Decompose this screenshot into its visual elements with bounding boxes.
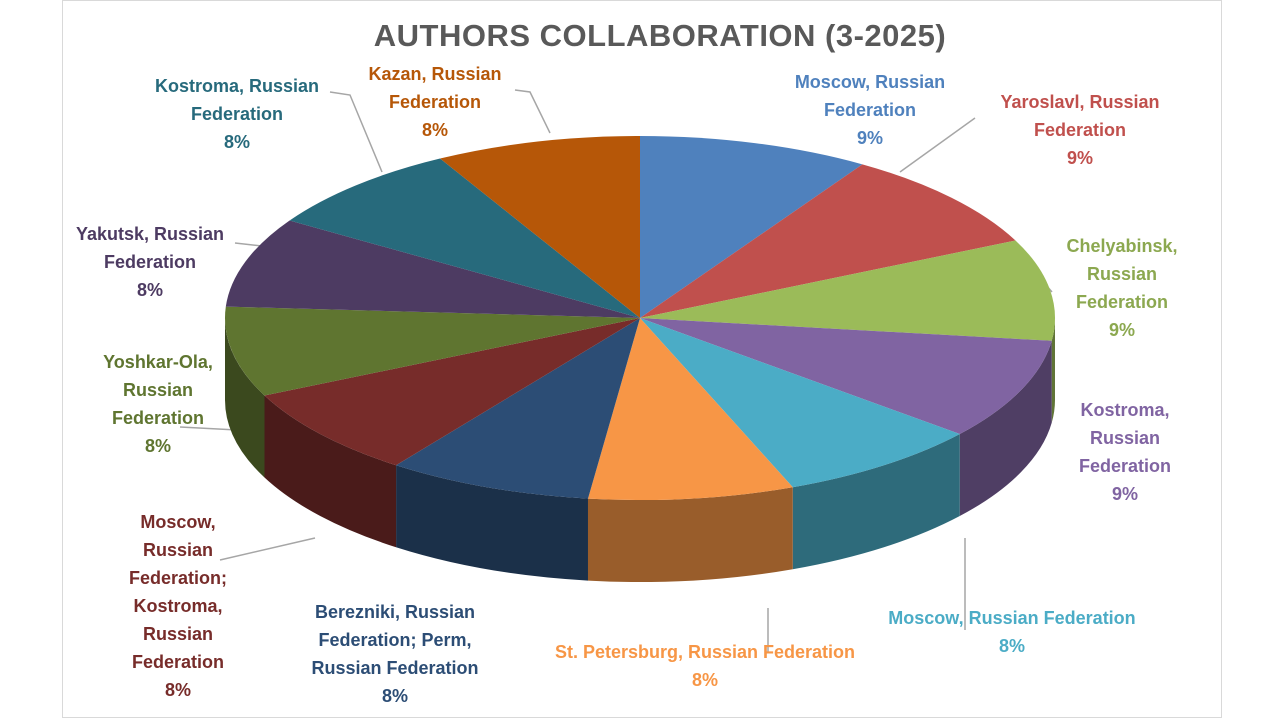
label-value: 8% xyxy=(421,120,448,140)
slice-side xyxy=(792,434,960,570)
label-value: 8% xyxy=(381,686,408,706)
label-category: Kostroma, Russian Federation xyxy=(154,76,320,124)
leader-lines xyxy=(179,89,1053,652)
slice-side xyxy=(587,487,793,582)
label-value: 8% xyxy=(164,680,191,700)
slice-side xyxy=(264,395,397,548)
slice xyxy=(225,220,640,318)
label-category: Moscow, Russian Federation xyxy=(888,608,1136,628)
slice xyxy=(289,158,640,318)
label-category: Moscow, Russian Federation xyxy=(794,72,946,120)
slice-side xyxy=(959,340,1052,517)
label-category: Chelyabinsk, Russian Federation xyxy=(1066,236,1178,312)
slice xyxy=(587,318,793,500)
label-value: 9% xyxy=(1066,148,1093,168)
chart-frame xyxy=(62,0,1222,718)
slice xyxy=(640,318,1052,435)
label-category: Moscow, Russian Federation; Kostroma, Ru… xyxy=(128,512,227,672)
leader-line xyxy=(514,89,551,134)
label-value: 8% xyxy=(998,636,1025,656)
label-value: 9% xyxy=(1111,484,1138,504)
data-label: Chelyabinsk, Russian Federation 9% xyxy=(1057,232,1187,344)
slice-side xyxy=(396,465,588,581)
slice xyxy=(396,318,640,499)
label-category: Berezniki, Russian Federation; Perm, Rus… xyxy=(311,602,479,678)
slice xyxy=(264,318,640,466)
data-label: Moscow, Russian Federation 8% xyxy=(852,604,1172,660)
data-label: Moscow, Russian Federation 9% xyxy=(770,68,970,152)
label-category: Yakutsk, Russian Federation xyxy=(75,224,225,272)
leader-line xyxy=(179,426,238,431)
data-label: Yakutsk, Russian Federation 8% xyxy=(55,220,245,304)
data-label: Moscow, Russian Federation; Kostroma, Ru… xyxy=(108,508,248,704)
label-category: Yaroslavl, Russian Federation xyxy=(1000,92,1160,140)
label-category: Kazan, Russian Federation xyxy=(368,64,502,112)
leader-line xyxy=(329,91,383,173)
label-value: 8% xyxy=(223,132,250,152)
slice xyxy=(640,164,1016,318)
slice xyxy=(640,240,1055,341)
data-label: Yaroslavl, Russian Federation 9% xyxy=(980,88,1180,172)
label-value: 9% xyxy=(1108,320,1135,340)
label-category: Yoshkar-Ola, Russian Federation xyxy=(103,352,213,428)
data-label: Kostroma, Russian Federation 8% xyxy=(137,72,337,156)
slice xyxy=(640,318,960,488)
slice xyxy=(224,306,640,396)
label-value: 8% xyxy=(144,436,171,456)
data-label: Yoshkar-Ola, Russian Federation 8% xyxy=(93,348,223,460)
label-value: 8% xyxy=(691,670,718,690)
data-label: Kostroma, Russian Federation 9% xyxy=(1060,396,1190,508)
label-category: St. Petersburg, Russian Federation xyxy=(554,642,856,662)
slice-side xyxy=(225,318,265,478)
slice xyxy=(640,136,863,318)
label-value: 9% xyxy=(856,128,883,148)
slice xyxy=(440,136,640,318)
data-label: St. Petersburg, Russian Federation 8% xyxy=(525,638,885,694)
data-label: Berezniki, Russian Federation; Perm, Rus… xyxy=(295,598,495,710)
leader-line xyxy=(219,537,316,561)
chart-title: AUTHORS COLLABORATION (3-2025) xyxy=(373,18,947,53)
slice-side xyxy=(1051,318,1055,423)
label-value: 8% xyxy=(136,280,163,300)
data-label: Kazan, Russian Federation 8% xyxy=(350,60,520,144)
leader-line xyxy=(899,117,976,173)
label-category: Kostroma, Russian Federation xyxy=(1078,400,1171,476)
leader-line xyxy=(234,242,263,247)
